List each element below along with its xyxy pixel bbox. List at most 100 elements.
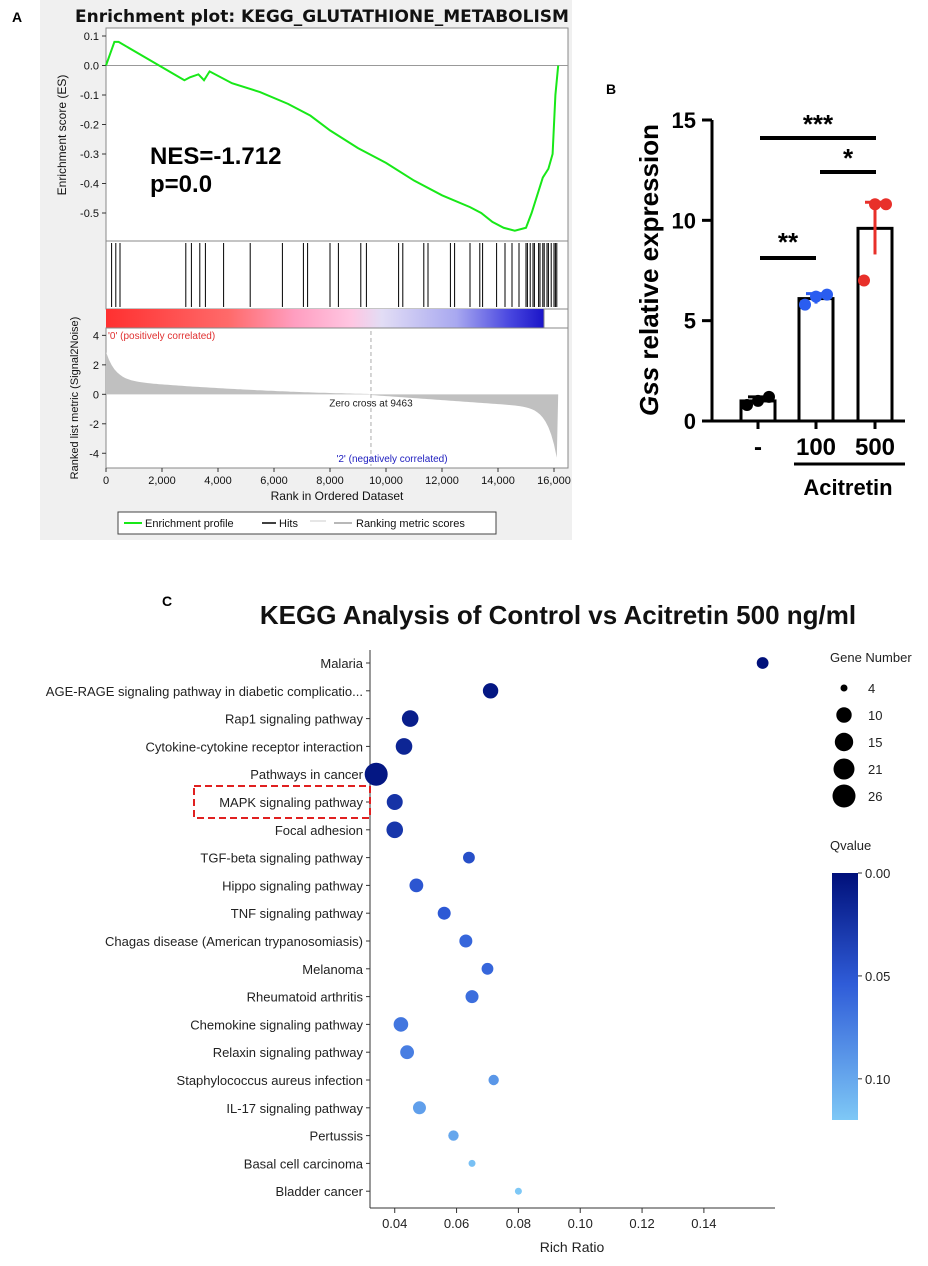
pathway-bubble xyxy=(488,1074,499,1086)
pathway-bubble xyxy=(401,710,419,727)
metric-subplot: 4 2 0 -2 -4 '0' (positively correlated) Zero… xyxy=(69,317,569,480)
gss-y-tick-label: 0 xyxy=(684,409,696,434)
pathway-bubble xyxy=(386,794,403,810)
es-tick-label: -0.4 xyxy=(80,179,99,191)
pathway-bubble xyxy=(437,906,451,920)
hits-subplot xyxy=(105,240,569,310)
gss-data-point xyxy=(869,198,881,211)
significance-brackets: *** * ** xyxy=(760,109,876,260)
pathway-bubble xyxy=(409,878,424,893)
rank-heatmap-end xyxy=(543,308,569,329)
negative-correlated-label: '2' (negatively correlated) xyxy=(336,454,447,465)
rank-heatmap-bar xyxy=(106,309,544,328)
legend-metric-label: Ranking metric scores xyxy=(356,518,465,530)
qvalue-colorbar xyxy=(832,873,858,1120)
es-tick-label: -0.1 xyxy=(80,90,99,102)
rank-tick-label: 12,000 xyxy=(425,475,459,487)
significance-100-500: * xyxy=(843,143,854,173)
significance-ctrl-500: *** xyxy=(803,109,834,139)
hits-frame xyxy=(105,240,569,310)
gss-category-label: 100 xyxy=(796,434,836,461)
panel-b-letter: B xyxy=(606,81,616,97)
rank-tick-label: 16,000 xyxy=(537,475,571,487)
gss-axis-label: Gss relative expression xyxy=(634,124,664,416)
pathway-label: Hippo signaling pathway xyxy=(222,878,363,893)
gss-bar xyxy=(856,226,894,423)
panel-c-letter: C xyxy=(162,593,172,609)
pathway-label: Malaria xyxy=(320,656,363,671)
metric-tick-label: 2 xyxy=(93,360,99,372)
qvalue-legend-title: Qvalue xyxy=(830,838,871,853)
pathway-bubble xyxy=(465,990,479,1004)
rich-ratio-tick-label: 0.08 xyxy=(506,1216,531,1231)
pathway-bubble xyxy=(448,1130,459,1141)
pathway-label: TGF-beta signaling pathway xyxy=(200,851,363,866)
pathway-label: Pathways in cancer xyxy=(250,767,363,782)
mapk-highlight-box xyxy=(193,785,371,819)
zero-cross-label: Zero cross at 9463 xyxy=(329,398,413,409)
gene-number-legend-label: 4 xyxy=(868,681,875,696)
metric-axis-label: Ranked list metric (Signal2Noise) xyxy=(69,317,81,480)
gss-data-point xyxy=(752,394,764,407)
rich-ratio-tick-label: 0.04 xyxy=(382,1216,407,1231)
es-tick-label: -0.2 xyxy=(80,120,99,132)
pathway-label: Chagas disease (American trypanosomiasis… xyxy=(105,934,363,949)
rich-ratio-tick-label: 0.10 xyxy=(568,1216,593,1231)
es-tick-label: -0.3 xyxy=(80,149,99,161)
gss-axis-rest: relative expression xyxy=(634,124,664,367)
gss-category-label: 500 xyxy=(855,434,895,461)
rank-tick-label: 0 xyxy=(103,475,109,487)
pathway-label: Pertussis xyxy=(310,1129,364,1144)
qvalue-tick-label: 0.10 xyxy=(865,1072,890,1087)
pathway-bubble xyxy=(459,934,473,948)
metric-tick-label: -2 xyxy=(89,419,99,431)
enrichment-profile-line xyxy=(105,40,560,232)
rich-ratio-tick-label: 0.12 xyxy=(629,1216,654,1231)
pathway-label: IL-17 signaling pathway xyxy=(226,1101,363,1116)
es-subplot: 0.1 0.0 -0.1 -0.2 -0.3 -0.4 -0.5 NES=-1.712 p=… xyxy=(55,27,569,242)
pathway-bubble xyxy=(364,762,388,786)
pathway-label: Basal cell carcinoma xyxy=(244,1156,364,1171)
gene-number-legend-title: Gene Number xyxy=(830,650,912,665)
gene-number-legend-label: 21 xyxy=(868,762,882,777)
qvalue-tick-label: 0.05 xyxy=(865,969,890,984)
significance-ctrl-100: ** xyxy=(778,227,799,257)
gss-data-point xyxy=(858,274,870,287)
metric-tick-label: 0 xyxy=(93,389,99,401)
gene-number-legend-label: 10 xyxy=(868,708,882,723)
pathway-bubble xyxy=(395,738,413,755)
es-tick-label: -0.5 xyxy=(80,208,99,220)
pathway-bubble xyxy=(481,962,494,975)
pathway-bubble xyxy=(400,1045,414,1060)
rank-tick-label: 4,000 xyxy=(204,475,232,487)
pathway-bubble xyxy=(463,851,475,864)
pathway-label: AGE-RAGE signaling pathway in diabetic c… xyxy=(46,684,363,699)
gene-number-legend-dot xyxy=(833,758,855,780)
acitretin-label: Acitretin xyxy=(803,475,892,500)
gene-number-legend-dot xyxy=(836,707,852,723)
pathway-bubble xyxy=(756,657,769,669)
pathway-label: MAPK signaling pathway xyxy=(219,795,363,810)
gene-number-legend: Gene Number 4 10 15 21 26 xyxy=(830,650,912,808)
gss-axis-gene: Gss xyxy=(634,367,664,416)
pathway-label: Bladder cancer xyxy=(276,1184,364,1199)
gss-data-point xyxy=(810,290,822,303)
rank-tick-label: 2,000 xyxy=(148,475,176,487)
panel-a-letter: A xyxy=(12,9,22,25)
pathway-label: Cytokine-cytokine receptor interaction xyxy=(146,739,364,754)
gene-number-legend-label: 15 xyxy=(868,735,882,750)
rank-tick-label: 14,000 xyxy=(481,475,515,487)
pathway-label: Rheumatoid arthritis xyxy=(247,990,364,1005)
pathway-bubble xyxy=(482,683,499,699)
qvalue-legend: Qvalue 0.00 0.05 0.10 xyxy=(830,838,890,1120)
rank-tick-label: 6,000 xyxy=(260,475,288,487)
pathway-label: Focal adhesion xyxy=(275,823,363,838)
rich-ratio-axis-label: Rich Ratio xyxy=(540,1239,605,1255)
positive-correlated-label: '0' (positively correlated) xyxy=(108,331,215,342)
metric-tick-label: 4 xyxy=(93,330,99,342)
enrichment-legend: Enrichment profile Hits Ranking metric s… xyxy=(117,511,497,535)
gss-y-tick-label: 15 xyxy=(672,108,696,133)
es-tick-label: 0.1 xyxy=(84,31,99,43)
nes-annotation: NES=-1.712 xyxy=(150,143,281,170)
